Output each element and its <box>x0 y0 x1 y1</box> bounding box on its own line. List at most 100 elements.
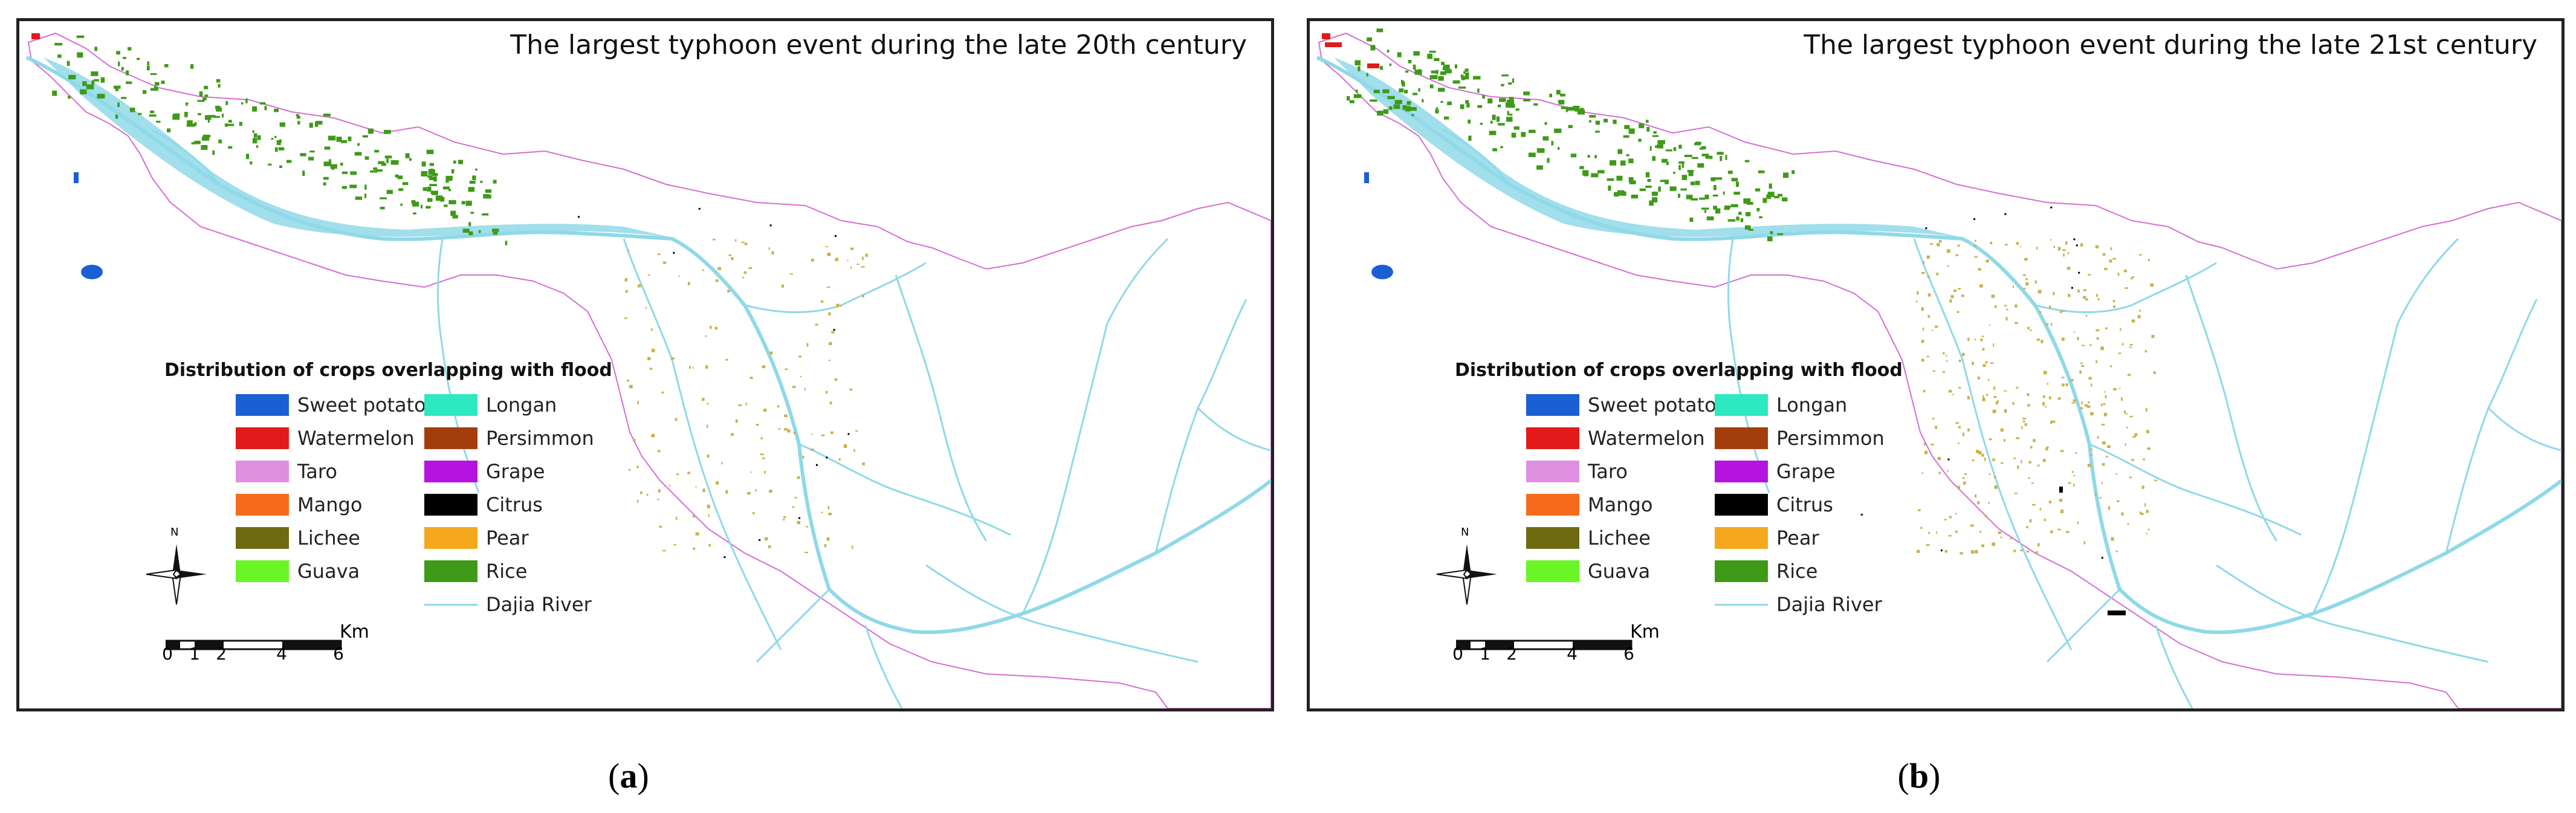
pear-patch <box>2048 396 2051 400</box>
rice-patch <box>1529 129 1536 133</box>
rice-patch <box>1604 118 1608 123</box>
pear-patch <box>1972 459 1975 462</box>
rice-patch <box>100 77 105 83</box>
pear-patch <box>2095 360 2098 363</box>
rice-patch <box>370 170 378 173</box>
legend-item: Pear <box>424 526 529 550</box>
pear-patch <box>1990 362 1994 364</box>
pear-patch <box>2066 531 2070 533</box>
rice-patch <box>221 114 224 118</box>
pear-patch <box>1982 364 1986 367</box>
pear-patch <box>662 550 666 552</box>
rice-patch <box>207 119 210 123</box>
rice-patch <box>1465 100 1469 104</box>
pear-patch <box>2048 500 2052 504</box>
pear-patch <box>731 257 734 261</box>
pear-patch <box>638 284 641 288</box>
rice-patch <box>296 114 299 117</box>
map-canvas-b <box>1316 28 2561 708</box>
pear-patch <box>2080 407 2083 409</box>
rice-patch <box>478 230 481 233</box>
pear-patch <box>2077 521 2079 525</box>
pear-patch <box>2100 346 2104 351</box>
pear-patch <box>1922 327 1924 331</box>
pear-patch <box>716 481 719 485</box>
pear-patch <box>1975 239 1976 242</box>
pear-patch <box>2086 405 2091 408</box>
pear-patch <box>2029 519 2032 523</box>
rice-patch <box>121 66 124 71</box>
rice-patch <box>1561 106 1568 109</box>
pear-patch <box>651 348 655 352</box>
rice-patch <box>1506 117 1513 122</box>
scale-tick-label: 6 <box>1623 644 1634 664</box>
pear-patch <box>2062 310 2065 312</box>
rice-patch <box>1414 70 1422 75</box>
rice-patch <box>57 54 62 58</box>
pear-patch <box>2106 445 2111 448</box>
legend-label: Guava <box>297 560 360 583</box>
rice-patch <box>1499 98 1506 102</box>
rice-patch <box>117 102 120 107</box>
rice-patch <box>1438 76 1444 81</box>
rice-patch <box>309 123 313 128</box>
river-tributary <box>1106 238 1169 324</box>
rice-patch <box>1506 99 1515 105</box>
rice-patch <box>468 187 475 192</box>
rice-patch <box>1770 231 1773 235</box>
rice-patch <box>121 97 127 99</box>
pear-patch <box>2042 402 2045 406</box>
legend-swatch <box>1526 494 1579 516</box>
pear-patch <box>2059 499 2063 502</box>
rice-patch <box>245 154 250 160</box>
pear-patch <box>2019 245 2021 247</box>
pear-patch <box>1923 442 1926 446</box>
citrus-patch <box>833 329 835 331</box>
rice-patch <box>1465 72 1469 76</box>
legend-item: Persimmon <box>424 426 594 450</box>
pear-patch <box>1917 509 1921 511</box>
rice-patch <box>1500 146 1503 149</box>
pear-patch <box>2103 253 2106 256</box>
rice-patch <box>493 232 498 235</box>
pear-patch <box>1943 371 1946 373</box>
pear-patch <box>1949 299 1952 303</box>
pear-patch <box>789 273 793 275</box>
rice-patch <box>1559 94 1565 97</box>
north-label: N <box>1461 526 1469 539</box>
rice-patch <box>146 65 150 71</box>
pear-patch <box>2154 479 2158 481</box>
rice-patch <box>364 184 367 190</box>
rice-patch <box>1680 188 1687 191</box>
rice-patch <box>445 179 449 183</box>
pear-patch <box>756 424 759 426</box>
pear-patch <box>1932 370 1935 372</box>
pear-patch <box>782 284 785 288</box>
rice-patch <box>1429 75 1438 79</box>
pear-patch <box>1984 514 1987 517</box>
legend-item: Persimmon <box>1715 426 1885 450</box>
pear-patch <box>1974 256 1978 258</box>
rice-patch <box>1354 60 1361 66</box>
rice-patch <box>1684 155 1692 157</box>
pear-patch <box>2022 288 2026 290</box>
pear-patch <box>792 386 796 388</box>
rice-patch <box>1704 210 1706 213</box>
rice-patch <box>1429 84 1434 89</box>
rice-patch <box>1466 103 1470 108</box>
pear-patch <box>856 264 859 265</box>
pear-patch <box>2016 437 2019 439</box>
legend-item: Sweet potato <box>236 393 426 417</box>
pear-patch <box>827 253 831 256</box>
rice-patch <box>1681 164 1684 168</box>
citrus-patch <box>2108 611 2126 615</box>
rice-patch <box>1666 161 1669 166</box>
legend-label: Mango <box>1588 493 1653 516</box>
pear-patch <box>1949 516 1952 519</box>
rice-patch <box>1660 180 1666 183</box>
legend-label: Watermelon <box>1588 427 1705 450</box>
pear-patch <box>2033 439 2036 442</box>
pear-patch <box>730 433 734 436</box>
pear-patch <box>693 547 696 550</box>
legend-swatch <box>1526 427 1579 449</box>
